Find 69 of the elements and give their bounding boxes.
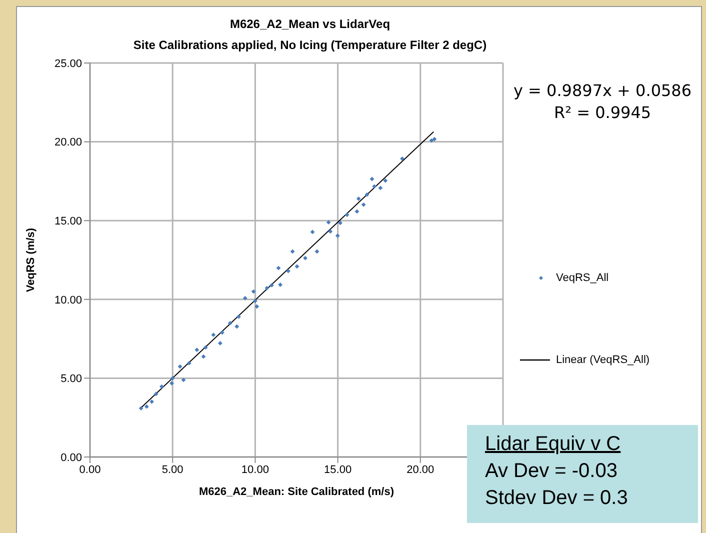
- point: [354, 209, 360, 214]
- point: [201, 354, 206, 359]
- text-box: Lidar Equiv v C Av Dev = -0.03 Stdev Dev = 0.3: [467, 425, 698, 523]
- point: [220, 330, 224, 335]
- point: [159, 384, 164, 389]
- annotation: Lidar Equiv v C: [485, 432, 622, 457]
- point: [370, 176, 374, 182]
- point: [150, 399, 154, 404]
- point: [154, 392, 158, 396]
- legend-label: Linear (VeqRS_All): [556, 354, 650, 366]
- point: [181, 378, 186, 382]
- point: [211, 332, 216, 338]
- x-tick-label: 20.00: [406, 464, 434, 476]
- point: [326, 220, 331, 225]
- x-tick-label: 10.00: [241, 464, 269, 476]
- chart-title: M626_A2_Mean vs LidarVeq: [228, 16, 392, 33]
- point: [344, 212, 350, 217]
- point: [270, 283, 274, 288]
- point: [194, 348, 200, 352]
- x-tick-label: 5.00: [162, 464, 184, 476]
- point: [264, 286, 270, 290]
- y-tick-label: 25.00: [54, 58, 82, 70]
- point: [144, 404, 149, 409]
- point: [278, 282, 283, 287]
- point: [372, 184, 377, 189]
- point: [294, 264, 300, 269]
- text: y = 0.9897x + 0.0586: [512, 80, 693, 102]
- point: [356, 196, 361, 201]
- y-tick-label: 5.00: [60, 373, 82, 386]
- point: [254, 304, 260, 309]
- point: [364, 192, 370, 197]
- y-tick-label: 0.00: [60, 452, 82, 464]
- x-tick-label: 15.00: [324, 464, 352, 476]
- y-tick-label: 20.00: [54, 136, 82, 149]
- point: [138, 406, 144, 410]
- y-axis-title: VeqRS (m/s): [24, 228, 37, 292]
- point: [228, 321, 232, 326]
- y-tick-label: 15.00: [54, 216, 82, 228]
- point: [203, 345, 208, 350]
- point: [178, 364, 182, 369]
- point: [400, 156, 404, 161]
- chart-subtitle: Site Calibrations applied, No Icing (Temperature Filter 2 degC): [132, 37, 488, 54]
- point: [186, 361, 192, 366]
- point: [170, 376, 175, 380]
- point: [378, 186, 383, 190]
- point: [251, 289, 256, 294]
- point: [429, 138, 434, 143]
- point: [218, 341, 222, 346]
- y-tick-label: 10.00: [54, 294, 82, 306]
- point: [303, 256, 308, 260]
- point: [328, 229, 333, 234]
- text: R² = 0.9945: [552, 102, 652, 124]
- point: [432, 136, 437, 142]
- point: [310, 230, 315, 234]
- point: [234, 324, 240, 329]
- point: [170, 381, 174, 386]
- point: [361, 202, 366, 207]
- point: [314, 249, 320, 254]
- legend-label: VeqRS_All: [556, 272, 609, 284]
- point: [236, 314, 241, 319]
- point: [383, 178, 388, 183]
- point: [276, 266, 281, 270]
- point: [242, 296, 248, 300]
- point: [335, 234, 340, 238]
- point: [290, 249, 295, 254]
- x-axis-title: M626_A2_Mean: Site Calibrated (m/s): [198, 486, 394, 498]
- point: [338, 220, 342, 226]
- point: [253, 298, 258, 304]
- x-tick-label: 0.00: [79, 464, 101, 476]
